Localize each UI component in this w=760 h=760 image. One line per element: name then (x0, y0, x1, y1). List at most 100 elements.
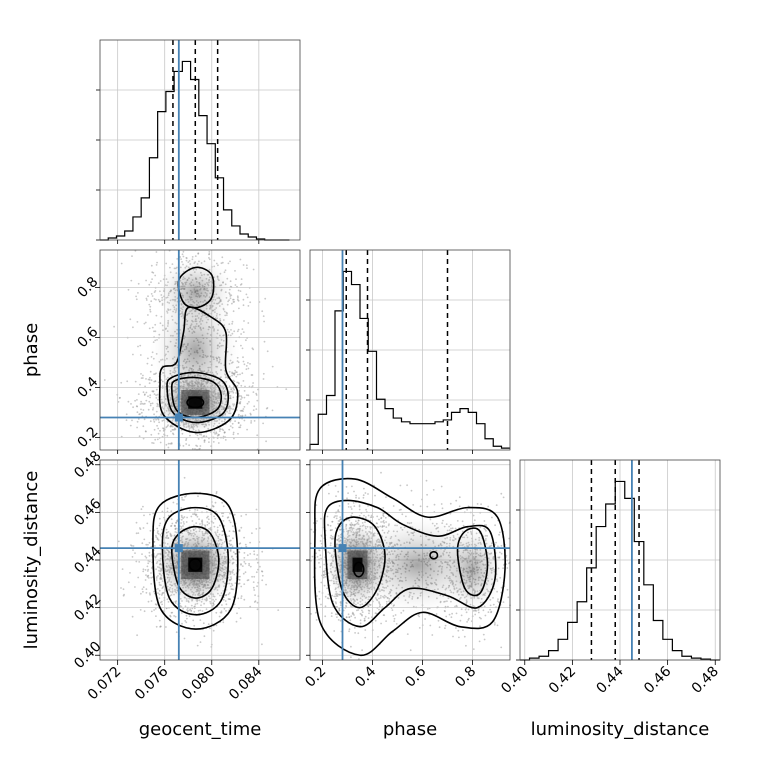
sample-point (147, 408, 150, 411)
sample-point (247, 322, 250, 324)
sample-point (117, 540, 120, 543)
sample-point (159, 441, 162, 444)
sample-point (335, 602, 337, 605)
sample-point (227, 262, 230, 265)
sample-point (237, 289, 240, 292)
sample-point (243, 561, 246, 563)
sample-point (215, 492, 218, 495)
sample-point (251, 347, 254, 350)
sample-point (143, 538, 146, 541)
sample-point (340, 518, 342, 521)
sample-point (235, 278, 237, 281)
sample-point (143, 418, 146, 421)
sample-point (144, 393, 146, 396)
sample-point (358, 508, 361, 511)
sample-point (345, 486, 348, 488)
sample-point (135, 521, 138, 524)
sample-point (238, 551, 240, 553)
sample-point (140, 508, 143, 511)
sample-point (150, 600, 153, 602)
sample-point (237, 422, 240, 424)
sample-point (152, 442, 155, 444)
sample-point (358, 497, 360, 499)
sample-point (222, 621, 225, 624)
sample-point (237, 432, 239, 435)
sample-point (330, 615, 333, 617)
sample-point (186, 617, 188, 620)
sample-point (257, 388, 259, 391)
sample-point (233, 437, 235, 440)
sample-point (319, 554, 322, 557)
sample-point (318, 549, 321, 552)
sample-point (120, 435, 123, 438)
sample-point (348, 630, 350, 633)
sample-point (247, 305, 250, 307)
sample-point (236, 381, 239, 384)
sample-point (139, 383, 141, 386)
sample-point (147, 577, 150, 579)
sample-point (142, 437, 145, 440)
sample-point (361, 611, 364, 613)
sample-point (170, 442, 173, 444)
sample-point (242, 356, 244, 359)
sample-point (147, 600, 150, 603)
sample-point (285, 388, 288, 390)
sample-point (238, 382, 240, 385)
sample-point (232, 537, 234, 540)
sample-point (353, 627, 356, 629)
sample-point (201, 610, 204, 612)
sample-point (196, 509, 199, 511)
sample-point (149, 310, 152, 313)
sample-point (249, 541, 252, 544)
sample-point (242, 298, 245, 301)
sample-point (249, 301, 252, 304)
sample-point (256, 434, 259, 437)
sample-point (393, 620, 396, 622)
sample-point (222, 435, 225, 438)
sample-point (149, 394, 152, 397)
sample-point (231, 525, 234, 528)
sample-point (188, 509, 191, 512)
sample-point (252, 268, 255, 271)
sample-point (122, 594, 125, 597)
sample-point (382, 515, 385, 518)
sample-point (233, 603, 236, 606)
sample-point (141, 402, 144, 405)
sample-point (148, 382, 151, 385)
sample-point (185, 614, 188, 617)
sample-point (149, 513, 151, 516)
sample-point (170, 510, 173, 513)
sample-point (157, 592, 159, 594)
sample-point (144, 569, 147, 571)
sample-point (136, 399, 138, 401)
sample-point (350, 615, 353, 618)
sample-point (212, 522, 215, 524)
sample-point (225, 603, 228, 606)
sample-point (363, 514, 365, 517)
sample-point (160, 594, 163, 596)
sample-point (347, 613, 350, 616)
sample-point (252, 382, 255, 384)
sample-point (148, 283, 151, 286)
sample-point (142, 586, 145, 589)
sample-point (336, 613, 339, 616)
sample-point (242, 264, 245, 266)
sample-point (242, 572, 245, 575)
sample-point (245, 365, 248, 367)
sample-point (195, 513, 198, 516)
sample-point (134, 586, 136, 588)
sample-point (154, 607, 157, 610)
sample-point (221, 512, 223, 515)
sample-point (256, 601, 259, 604)
sample-point (240, 585, 243, 588)
sample-point (337, 619, 340, 621)
sample-point (135, 532, 138, 535)
sample-point (129, 572, 131, 574)
sample-point (153, 428, 156, 431)
sample-point (197, 438, 200, 440)
sample-point (134, 380, 137, 383)
sample-point (353, 490, 355, 493)
sample-point (198, 518, 201, 521)
sample-point (145, 299, 148, 301)
